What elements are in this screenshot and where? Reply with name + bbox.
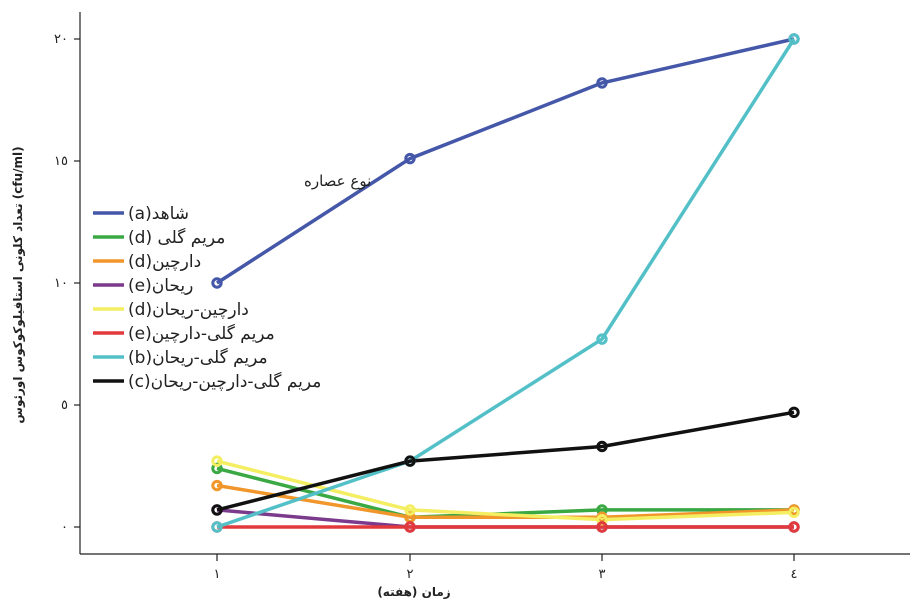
data-point [788, 406, 800, 419]
y-tick-label: ٢٠ [54, 32, 68, 47]
legend-label: مریم گلی-دارچین-ریحان(c) [128, 371, 321, 392]
data-point [788, 506, 800, 519]
data-point [596, 77, 608, 89]
data-point [211, 455, 223, 467]
x-tick-label: ٤ [791, 567, 798, 582]
data-point [596, 521, 608, 533]
series-line [216, 38, 796, 529]
legend-label: مریم گلی-ریحان(b) [128, 347, 268, 368]
data-point [596, 440, 608, 453]
data-point [788, 33, 800, 45]
data-point [404, 504, 416, 516]
data-point [404, 521, 416, 533]
series-line [216, 483, 795, 519]
x-tick-label: ١ [214, 567, 221, 582]
series-points [211, 33, 800, 533]
data-point [211, 277, 223, 289]
legend-label: ریحان(e) [128, 276, 193, 296]
x-tick-label: ٣ [599, 567, 606, 582]
y-ticks: ٠ ٥ ١٠ ١٥ ٢٠ [54, 32, 80, 535]
x-tick-label: ٢ [407, 567, 414, 582]
legend-label: مریم گلی (d) [128, 227, 225, 248]
x-axis-title: زمان (هفته) [377, 585, 450, 599]
legend-label: شاهد(a) [128, 204, 189, 224]
legend: نوع عصاره شاهد(a) مریم گلی (d) دارچین(d) ری… [93, 172, 371, 392]
x-ticks: ١ ٢ ٣ ٤ [214, 554, 798, 582]
data-point [788, 521, 800, 533]
series-line [216, 466, 794, 519]
legend-title: نوع عصاره [304, 172, 371, 190]
legend-label: مریم گلی-دارچین(e) [128, 323, 275, 344]
chart-axes [79, 12, 910, 555]
y-tick-label: ١٠ [54, 276, 68, 291]
legend-label: دارچین(d) [128, 252, 201, 272]
data-point [211, 521, 223, 533]
legend-label: دارچین-ریحان(d) [128, 300, 249, 320]
series-line [216, 37, 795, 285]
data-point [404, 152, 416, 165]
data-point [404, 455, 416, 467]
y-tick-label: ٠ [61, 520, 68, 535]
data-point [211, 504, 223, 516]
y-tick-label: ١٥ [54, 154, 68, 169]
series-lines [216, 37, 796, 529]
y-tick-label: ٥ [61, 398, 68, 413]
data-point [596, 333, 608, 345]
series-line [216, 410, 795, 512]
data-point [211, 479, 223, 492]
y-axis-title: تعداد کلونی استافیلوکوکوس اورئوس (cfu/ml… [11, 146, 26, 423]
